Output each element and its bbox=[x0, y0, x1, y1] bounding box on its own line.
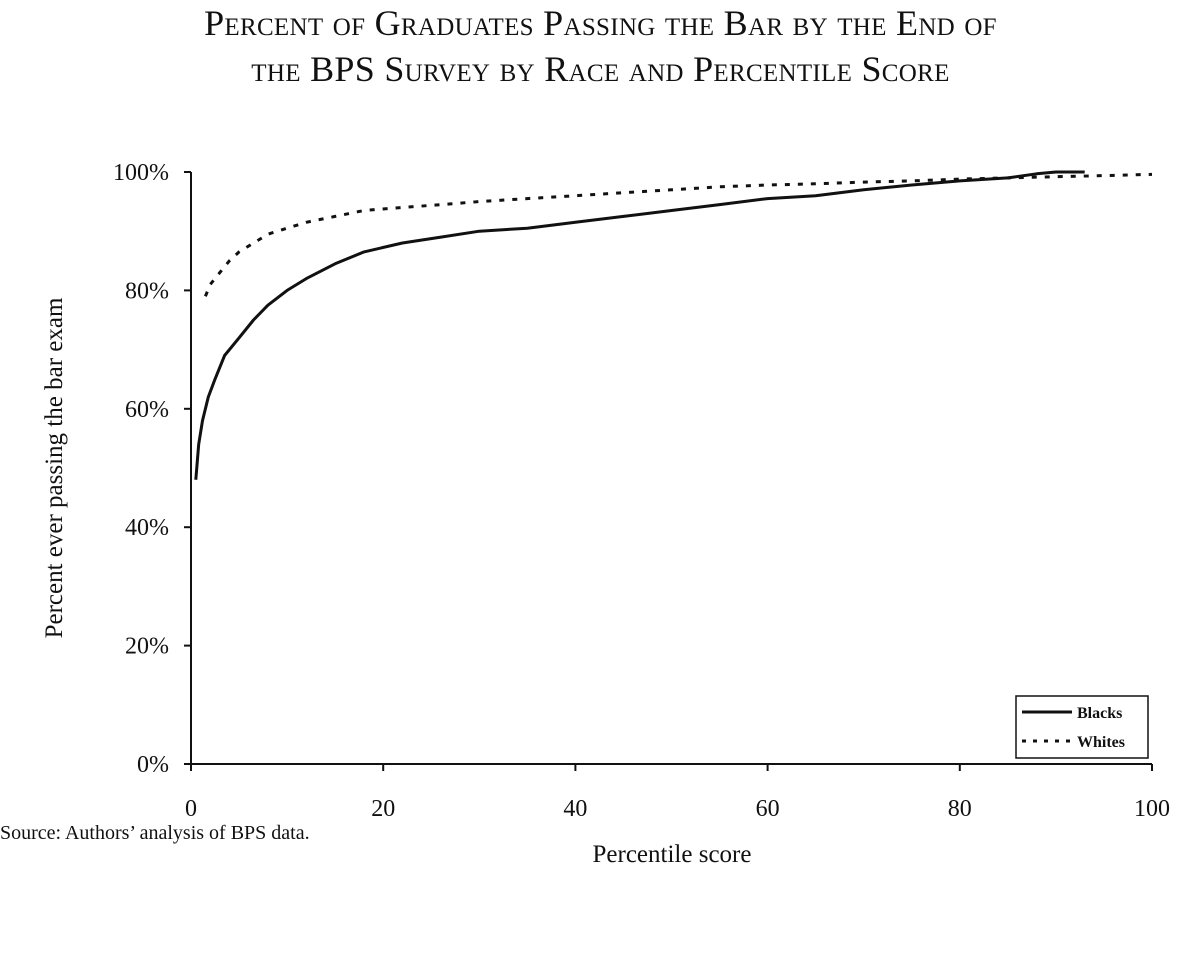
x-tick-label: 100 bbox=[1134, 796, 1170, 822]
source-note: Source: Authors’ analysis of BPS data. bbox=[0, 822, 310, 844]
series-line-blacks bbox=[194, 170, 1085, 480]
y-axis-title: Percent ever passing the bar exam bbox=[41, 297, 68, 638]
legend-box bbox=[1015, 695, 1149, 759]
data-series bbox=[194, 170, 1153, 480]
x-tick-label: 40 bbox=[563, 796, 587, 822]
x-tick-label: 60 bbox=[756, 796, 780, 822]
x-axis-title: Percentile score bbox=[593, 841, 752, 868]
x-tick-label: 80 bbox=[948, 796, 972, 822]
chart-title-line-1: Percent of Graduates Passing the Bar by … bbox=[204, 3, 997, 43]
x-tick-label: 20 bbox=[371, 796, 395, 822]
legend-label-whites: Whites bbox=[1077, 734, 1125, 751]
axis-ticks: 0% 20% 40% 60% 80% 100% 0 20 40 60 80 100 bbox=[113, 160, 1170, 822]
series-line-whites bbox=[204, 172, 1153, 297]
chart-title-line-2: the BPS Survey by Race and Percentile Sc… bbox=[251, 49, 950, 89]
y-tick-label: 100% bbox=[113, 160, 169, 186]
legend: Blacks Whites bbox=[1015, 695, 1149, 759]
legend-label-blacks: Blacks bbox=[1077, 705, 1122, 722]
y-tick-label: 0% bbox=[137, 752, 169, 778]
y-tick-label: 40% bbox=[125, 515, 169, 541]
y-tick-label: 80% bbox=[125, 278, 169, 304]
axes bbox=[190, 172, 1152, 765]
y-tick-label: 20% bbox=[125, 634, 169, 660]
x-tick-label: 0 bbox=[185, 796, 197, 822]
y-tick-label: 60% bbox=[125, 397, 169, 423]
